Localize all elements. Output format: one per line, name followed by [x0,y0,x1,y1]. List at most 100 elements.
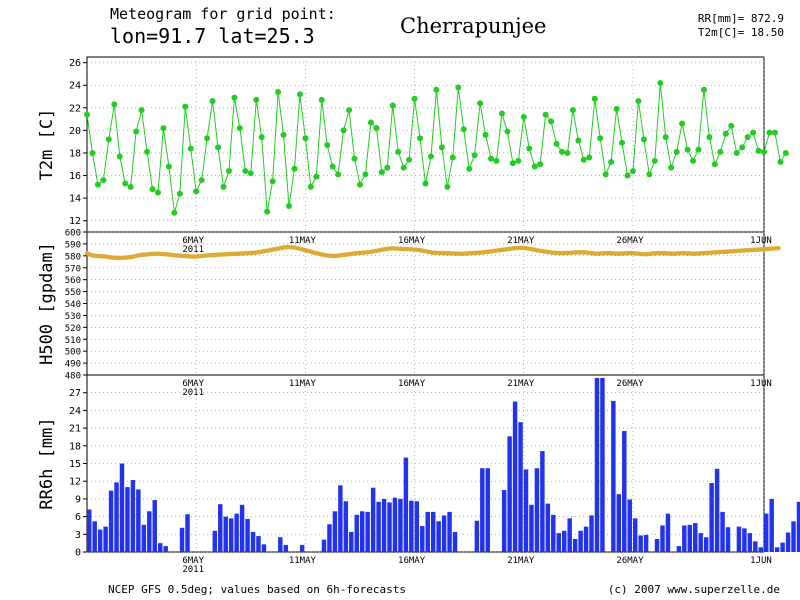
precip-bar [256,536,261,552]
precip-bar [136,489,141,552]
precip-bar [212,530,218,552]
y-tick-label: 600 [65,229,81,239]
t2m-point [296,91,303,98]
t2m-point [329,163,336,170]
precip-bar [687,524,693,552]
t2m-point [100,177,107,184]
t2m-point [286,203,293,210]
t2m-point [395,148,402,155]
precip-bar [370,487,376,552]
y-tick-label: 22 [69,103,81,114]
t2m-point [351,155,358,162]
precip-bar [387,502,392,552]
t2m-point [591,95,598,102]
precip-bar [627,499,632,552]
rr-total: RR[mm]= 872.9 [697,12,784,25]
t2m-point [722,130,729,137]
precip-bar [796,501,800,552]
t2m-point [220,183,227,190]
x-tick-label: 6MAY [182,379,204,389]
t2m-point [673,148,680,155]
precip-bar [769,498,774,552]
t2m-point [400,164,407,171]
x-tick-label: 16MAY [398,556,426,566]
precip-bar [523,469,529,552]
t2m-point [493,157,500,164]
y-tick-label: 12 [69,216,81,227]
t2m-point [94,181,101,188]
t2m-point [526,145,533,152]
precip-bar [616,494,622,552]
y-tick-label: 520 [65,324,81,334]
t2m-point [182,103,189,110]
y-tick-label: 3 [75,530,81,541]
t2m-point [750,129,757,136]
y-tick-label: 490 [65,360,81,370]
t2m-point [340,127,347,134]
x-tick-label: 16MAY [398,379,426,389]
precip-bar [245,518,250,552]
y-tick-label: 20 [69,126,81,137]
t2m-point [739,144,746,151]
precip-bar [114,482,119,552]
precip-bar [392,497,398,552]
t2m-point [324,142,331,149]
t2m-point [346,107,353,114]
x-tick-label: 11MAY [289,556,317,566]
precip-bar [714,468,720,552]
t2m-point [204,135,211,142]
precip-bar [545,503,551,552]
precip-bar [534,468,540,552]
precip-bar [409,500,414,552]
y-axis-label: RR6h [mm] [37,417,57,509]
t2m-point [558,148,565,155]
y-tick-label: 24 [69,81,81,92]
y-tick-label: 26 [69,58,81,69]
precip-bar [753,541,758,552]
x-tick-label: 6MAY [182,556,204,566]
x-year-label: 2011 [182,565,204,575]
t2m-point [466,165,473,172]
location-title: Cherrapunjee [400,14,547,38]
t2m-point [684,146,691,153]
precip-bar [643,534,649,552]
precip-bar [698,533,703,552]
precip-bar [97,529,103,552]
precip-bar [764,513,769,552]
t2m-point [253,96,260,103]
precip-bar [578,530,583,552]
t2m-point [160,125,167,132]
precip-bar [250,531,256,552]
precip-bar [349,531,354,552]
t2m-point [597,135,604,142]
y-tick-label: 500 [65,348,81,358]
t2m-point [706,134,713,141]
t2m-point [690,157,697,164]
h500-point [776,246,781,251]
precip-bar [283,544,289,552]
precip-bar [507,436,512,552]
precip-bar [321,539,327,552]
precip-bar [742,528,747,552]
precip-bar [452,531,458,552]
precip-bar [365,511,370,552]
precip-bar [103,526,108,552]
t2m-point [531,163,538,170]
t2m-point [176,190,183,197]
t2m-point [629,168,636,175]
t2m-point [406,156,413,163]
t2m-point [657,79,664,86]
t2m-point [662,134,669,141]
y-tick-label: 480 [65,372,81,382]
precip-bar [665,513,671,552]
precip-bar [572,539,578,552]
t2m-point [438,144,445,151]
t2m-point [127,183,134,190]
precip-bar [332,511,338,552]
t2m-point [564,149,571,156]
t2m-point [728,122,735,129]
precip-bar [179,527,185,552]
t2m-point [133,128,140,135]
precip-bar [594,377,600,552]
x-tick-label: 1JUN [750,379,772,389]
